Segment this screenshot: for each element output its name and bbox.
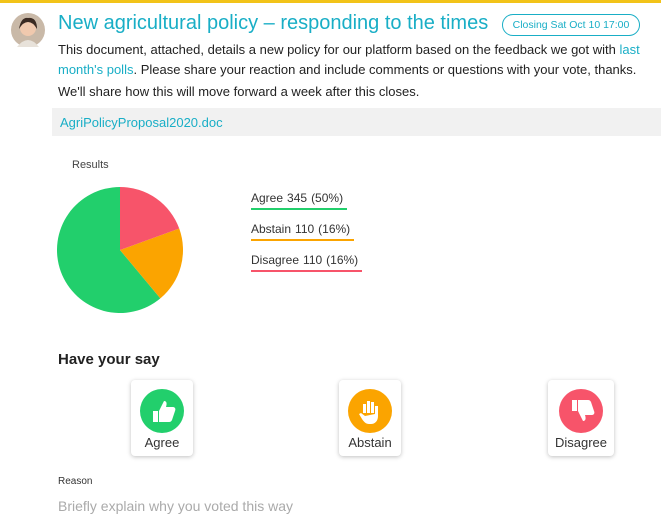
- post-title: New agricultural policy – responding to …: [58, 12, 488, 35]
- button-label: Agree: [121, 435, 203, 450]
- legend-share-label: (16%): [318, 222, 350, 236]
- legend-name: Agree: [251, 191, 283, 205]
- reason-label: Reason: [58, 476, 92, 487]
- avatar: [11, 13, 45, 47]
- results-title: Results: [72, 159, 109, 171]
- post-body: This document, attached, details a new p…: [58, 40, 658, 80]
- legend-count: 110: [303, 253, 322, 267]
- legend-item: Agree 345 (50%): [251, 191, 347, 210]
- hand-icon: [348, 389, 392, 433]
- legend-name: Disagree: [251, 253, 299, 267]
- page: New agricultural policy – responding to …: [0, 0, 661, 515]
- thumb-up-icon: [140, 389, 184, 433]
- legend-share-label: (16%): [326, 253, 358, 267]
- legend-name: Abstain: [251, 222, 291, 236]
- body-text: This document, attached, details a new p…: [58, 42, 619, 57]
- pie-chart: [50, 180, 190, 320]
- closing-badge: Closing Sat Oct 10 17:00: [502, 14, 640, 36]
- vote-button[interactable]: Disagree: [548, 380, 614, 456]
- thumb-down-icon: [559, 389, 603, 433]
- legend-count: 345: [287, 191, 307, 205]
- vote-title: Have your say: [58, 351, 160, 368]
- legend-item: Disagree 110 (16%): [251, 253, 362, 272]
- legend-share-label: (50%): [311, 191, 343, 205]
- legend-count: 110: [295, 222, 314, 236]
- body-text: . Please share your reaction and include…: [133, 62, 636, 77]
- button-label: Disagree: [538, 435, 624, 450]
- legend-item: Abstain 110 (16%): [251, 222, 354, 241]
- reason-input[interactable]: Briefly explain why you voted this way: [58, 498, 293, 514]
- vote-button[interactable]: Abstain: [339, 380, 401, 456]
- top-bar: [0, 0, 661, 3]
- attachment-link[interactable]: AgriPolicyProposal2020.doc: [60, 115, 223, 130]
- post-note: We'll share how this will move forward a…: [58, 84, 419, 99]
- button-label: Abstain: [329, 435, 411, 450]
- vote-button[interactable]: Agree: [131, 380, 193, 456]
